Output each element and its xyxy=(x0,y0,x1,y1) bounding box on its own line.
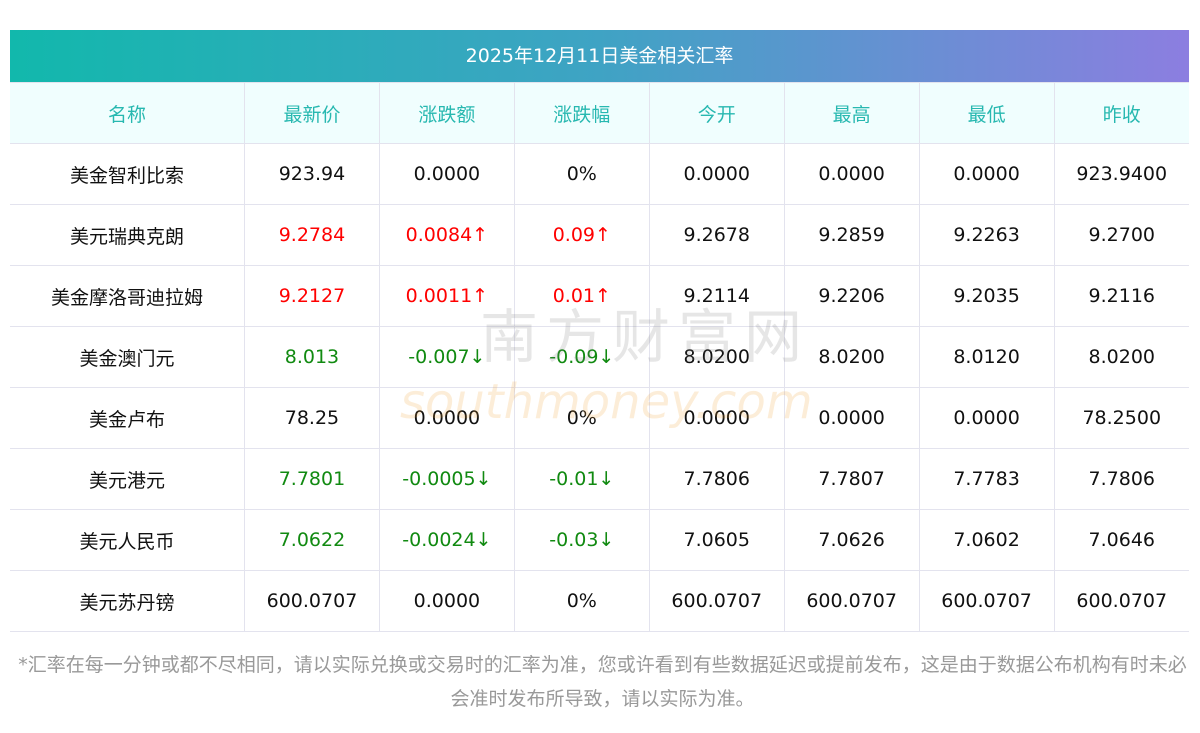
cell-high: 7.7807 xyxy=(783,448,920,510)
cell-low: 8.0120 xyxy=(918,326,1055,388)
cell-pct: 0.09↑ xyxy=(513,204,650,266)
cell-chg: -0.0024↓ xyxy=(378,509,515,571)
rate-table-card: 2025年12月11日美金相关汇率 名称 最新价 涨跌额 涨跌幅 今开 最高 最低 昨收 美金… xyxy=(10,30,1189,632)
cell-high: 7.0626 xyxy=(783,509,920,571)
cell-price: 600.0707 xyxy=(244,570,380,632)
table-row: 美金智利比索 923.94 0.0000 0% 0.0000 0.0000 0.0000 92… xyxy=(10,143,1189,205)
cell-price: 9.2784 xyxy=(244,204,380,266)
cell-low: 600.0707 xyxy=(918,570,1055,632)
cell-chg: 0.0000 xyxy=(378,143,515,205)
table-row: 美元港元 7.7801 -0.0005↓ -0.01↓ 7.7806 7.7807 7.77… xyxy=(10,448,1189,510)
cell-chg: 0.0011↑ xyxy=(378,265,515,327)
cell-prev: 7.0646 xyxy=(1053,509,1189,571)
cell-open: 7.7806 xyxy=(648,448,785,510)
cell-low: 7.7783 xyxy=(918,448,1055,510)
table-row: 美元瑞典克朗 9.2784 0.0084↑ 0.09↑ 9.2678 9.2859 9.22… xyxy=(10,204,1189,266)
cell-low: 9.2035 xyxy=(918,265,1055,327)
cell-price: 9.2127 xyxy=(244,265,380,327)
cell-high: 600.0707 xyxy=(783,570,920,632)
cell-chg: -0.0005↓ xyxy=(378,448,515,510)
cell-prev: 923.9400 xyxy=(1053,143,1189,205)
cell-open: 0.0000 xyxy=(648,387,785,449)
cell-pct: 0.01↑ xyxy=(513,265,650,327)
cell-prev: 78.2500 xyxy=(1053,387,1189,449)
cell-price: 78.25 xyxy=(244,387,380,449)
column-header: 最新价 xyxy=(244,82,380,144)
column-header: 最低 xyxy=(918,82,1055,144)
cell-pct: 0% xyxy=(513,387,650,449)
column-header: 名称 xyxy=(10,82,245,144)
column-header: 今开 xyxy=(648,82,785,144)
cell-low: 7.0602 xyxy=(918,509,1055,571)
cell-chg: 0.0000 xyxy=(378,570,515,632)
cell-price: 7.0622 xyxy=(244,509,380,571)
cell-price: 8.013 xyxy=(244,326,380,388)
cell-name: 美元苏丹镑 xyxy=(10,570,245,632)
column-header: 涨跌额 xyxy=(378,82,515,144)
cell-open: 9.2114 xyxy=(648,265,785,327)
cell-name: 美金澳门元 xyxy=(10,326,245,388)
table-row: 美元人民币 7.0622 -0.0024↓ -0.03↓ 7.0605 7.0626 7.0… xyxy=(10,509,1189,571)
cell-pct: -0.03↓ xyxy=(513,509,650,571)
cell-low: 9.2263 xyxy=(918,204,1055,266)
column-header: 最高 xyxy=(783,82,920,144)
header-row: 名称 最新价 涨跌额 涨跌幅 今开 最高 最低 昨收 xyxy=(10,82,1189,144)
cell-prev: 7.7806 xyxy=(1053,448,1189,510)
cell-pct: -0.09↓ xyxy=(513,326,650,388)
cell-high: 9.2859 xyxy=(783,204,920,266)
cell-pct: 0% xyxy=(513,570,650,632)
cell-open: 9.2678 xyxy=(648,204,785,266)
cell-pct: 0% xyxy=(513,143,650,205)
cell-chg: -0.007↓ xyxy=(378,326,515,388)
column-header: 昨收 xyxy=(1053,82,1189,144)
cell-prev: 9.2700 xyxy=(1053,204,1189,266)
cell-name: 美金卢布 xyxy=(10,387,245,449)
cell-open: 7.0605 xyxy=(648,509,785,571)
column-header: 涨跌幅 xyxy=(513,82,650,144)
rate-table: 名称 最新价 涨跌额 涨跌幅 今开 最高 最低 昨收 美金智利比索 923.94 0.0000 0%… xyxy=(10,82,1189,632)
cell-open: 0.0000 xyxy=(648,143,785,205)
table-row: 美金摩洛哥迪拉姆 9.2127 0.0011↑ 0.01↑ 9.2114 9.2206 9.… xyxy=(10,265,1189,327)
disclaimer-note: *汇率在每一分钟或都不尽相同，请以实际兑换或交易时的汇率为准，您或许看到有些数据… xyxy=(18,654,1187,710)
cell-high: 0.0000 xyxy=(783,387,920,449)
cell-price: 7.7801 xyxy=(244,448,380,510)
cell-high: 8.0200 xyxy=(783,326,920,388)
cell-high: 9.2206 xyxy=(783,265,920,327)
cell-low: 0.0000 xyxy=(918,387,1055,449)
cell-name: 美元瑞典克朗 xyxy=(10,204,245,266)
table-row: 美金卢布 78.25 0.0000 0% 0.0000 0.0000 0.0000 78.25… xyxy=(10,387,1189,449)
cell-price: 923.94 xyxy=(244,143,380,205)
cell-prev: 8.0200 xyxy=(1053,326,1189,388)
cell-prev: 9.2116 xyxy=(1053,265,1189,327)
cell-name: 美元港元 xyxy=(10,448,245,510)
cell-name: 美金智利比索 xyxy=(10,143,245,205)
table-row: 美元苏丹镑 600.0707 0.0000 0% 600.0707 600.0707 600… xyxy=(10,570,1189,632)
cell-low: 0.0000 xyxy=(918,143,1055,205)
cell-name: 美元人民币 xyxy=(10,509,245,571)
cell-chg: 0.0084↑ xyxy=(378,204,515,266)
table-row: 美金澳门元 8.013 -0.007↓ -0.09↓ 8.0200 8.0200 8.012… xyxy=(10,326,1189,388)
cell-high: 0.0000 xyxy=(783,143,920,205)
cell-pct: -0.01↓ xyxy=(513,448,650,510)
cell-open: 8.0200 xyxy=(648,326,785,388)
table-title: 2025年12月11日美金相关汇率 xyxy=(10,30,1189,82)
cell-open: 600.0707 xyxy=(648,570,785,632)
cell-chg: 0.0000 xyxy=(378,387,515,449)
cell-prev: 600.0707 xyxy=(1053,570,1189,632)
cell-name: 美金摩洛哥迪拉姆 xyxy=(10,265,245,327)
